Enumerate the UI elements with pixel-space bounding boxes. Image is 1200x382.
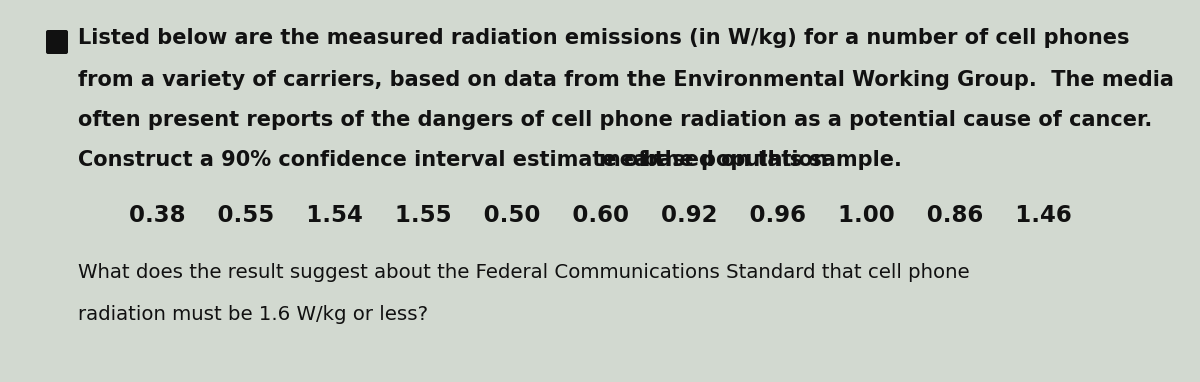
Text: Construct a 90% confidence interval estimate of the population: Construct a 90% confidence interval esti… <box>78 150 835 170</box>
Text: 0.38    0.55    1.54    1.55    0.50    0.60    0.92    0.96    1.00    0.86    : 0.38 0.55 1.54 1.55 0.50 0.60 0.92 0.96 … <box>128 204 1072 227</box>
Text: What does the result suggest about the Federal Communications Standard that cell: What does the result suggest about the F… <box>78 262 970 282</box>
Text: from a variety of carriers, based on data from the Environmental Working Group. : from a variety of carriers, based on dat… <box>78 70 1174 90</box>
Text: Listed below are the measured radiation emissions (in W/kg) for a number of cell: Listed below are the measured radiation … <box>78 28 1129 48</box>
Text: based on this sample.: based on this sample. <box>636 150 901 170</box>
Text: often present reports of the dangers of cell phone radiation as a potential caus: often present reports of the dangers of … <box>78 110 1152 130</box>
FancyBboxPatch shape <box>46 30 68 54</box>
Text: radiation must be 1.6 W/kg or less?: radiation must be 1.6 W/kg or less? <box>78 306 428 324</box>
Text: mean: mean <box>598 150 662 170</box>
